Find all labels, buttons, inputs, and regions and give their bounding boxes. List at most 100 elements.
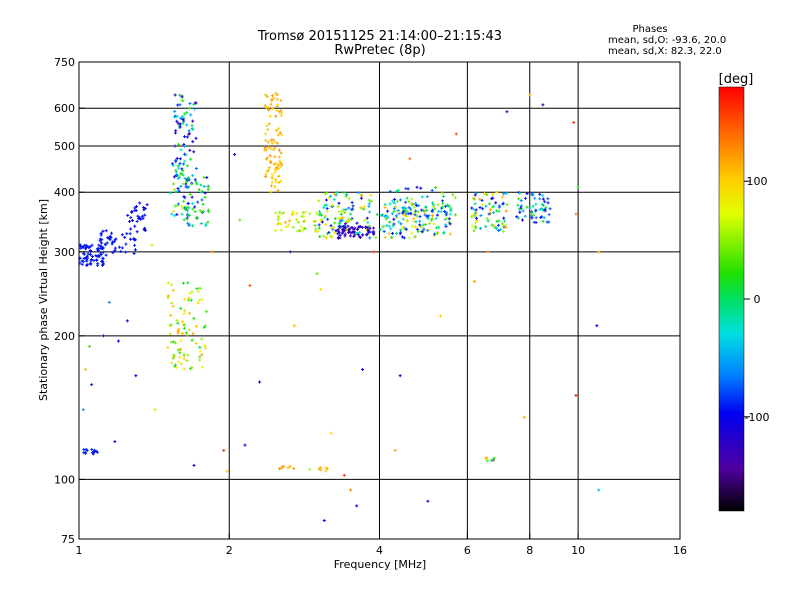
data-point: [473, 211, 477, 215]
data-point: [86, 252, 90, 256]
data-point: [470, 206, 474, 210]
data-point: [543, 207, 547, 211]
data-point: [401, 211, 405, 215]
data-point: [420, 230, 424, 234]
data-point: [85, 448, 89, 452]
data-point: [90, 258, 94, 262]
data-point: [541, 197, 545, 201]
data-point: [366, 221, 370, 225]
data-point: [183, 112, 187, 116]
data-point: [126, 213, 130, 217]
data-point: [496, 223, 500, 227]
data-point: [412, 217, 416, 221]
data-point: [416, 227, 420, 231]
data-point: [178, 347, 182, 351]
data-point: [197, 188, 201, 192]
data-point: [86, 256, 90, 260]
data-point: [478, 197, 482, 201]
data-point: [269, 138, 273, 142]
data-point: [274, 162, 278, 166]
data-point: [343, 226, 347, 230]
data-point: [110, 231, 114, 235]
data-point: [517, 216, 521, 220]
data-point: [193, 107, 197, 111]
data-point: [318, 235, 322, 239]
data-point: [349, 217, 353, 221]
data-point: [546, 197, 550, 201]
data-point: [197, 298, 201, 302]
data-point: [337, 230, 341, 234]
data-point: [518, 210, 522, 214]
data-point: [100, 259, 104, 263]
data-point: [547, 213, 551, 217]
data-point: [180, 114, 184, 118]
data-point: [492, 204, 496, 208]
data-point: [173, 109, 177, 113]
data-point: [277, 163, 281, 167]
data-point: [181, 182, 185, 186]
data-point: [493, 226, 497, 230]
data-point: [300, 214, 304, 218]
data-point: [176, 103, 180, 107]
data-point: [280, 162, 284, 166]
data-point: [188, 192, 192, 196]
data-point: [191, 202, 195, 206]
data-point: [436, 203, 440, 207]
data-point: [317, 467, 321, 471]
data-point: [365, 232, 369, 236]
data-point: [225, 469, 229, 473]
data-point: [190, 338, 194, 342]
data-point: [190, 124, 194, 128]
data-point: [323, 214, 327, 218]
data-point: [288, 250, 292, 254]
data-point: [336, 228, 340, 232]
data-point: [175, 318, 179, 322]
data-point: [332, 225, 336, 229]
data-point: [84, 247, 88, 251]
data-point: [407, 206, 411, 210]
x-axis-label: Frequency [MHz]: [334, 558, 426, 571]
data-point: [267, 122, 271, 126]
data-point: [278, 131, 282, 135]
data-point: [300, 229, 304, 233]
data-point: [340, 218, 344, 222]
data-point: [393, 197, 397, 201]
data-point: [204, 224, 208, 228]
data-point: [388, 202, 392, 206]
data-point: [120, 233, 124, 237]
data-point: [528, 93, 532, 97]
data-point: [170, 212, 174, 216]
data-point: [399, 228, 403, 232]
colorbar-tick-label: -100: [745, 411, 770, 424]
data-point: [276, 141, 280, 145]
data-point: [403, 213, 407, 217]
data-point: [426, 499, 430, 503]
data-point: [125, 319, 129, 323]
data-point: [174, 341, 178, 345]
data-point: [119, 249, 123, 253]
data-point: [94, 449, 98, 453]
data-point: [270, 173, 274, 177]
data-point: [182, 367, 186, 371]
data-point: [194, 136, 198, 140]
data-point: [182, 281, 186, 285]
data-point: [206, 208, 210, 212]
data-point: [243, 443, 247, 447]
data-point: [85, 259, 89, 263]
data-point: [481, 207, 485, 211]
data-point: [279, 98, 283, 102]
data-point: [142, 228, 146, 232]
data-point: [395, 199, 399, 203]
data-point: [201, 202, 205, 206]
data-point: [322, 234, 326, 238]
data-point: [337, 210, 341, 214]
data-point: [153, 408, 157, 412]
data-point: [390, 212, 394, 216]
chart-title: Tromsø 20151125 21:14:00–21:15:43: [257, 29, 502, 44]
data-point: [266, 140, 270, 144]
data-point: [90, 243, 94, 247]
data-point: [530, 191, 534, 195]
data-point: [191, 207, 195, 211]
data-point: [198, 350, 202, 354]
data-point: [118, 245, 122, 249]
